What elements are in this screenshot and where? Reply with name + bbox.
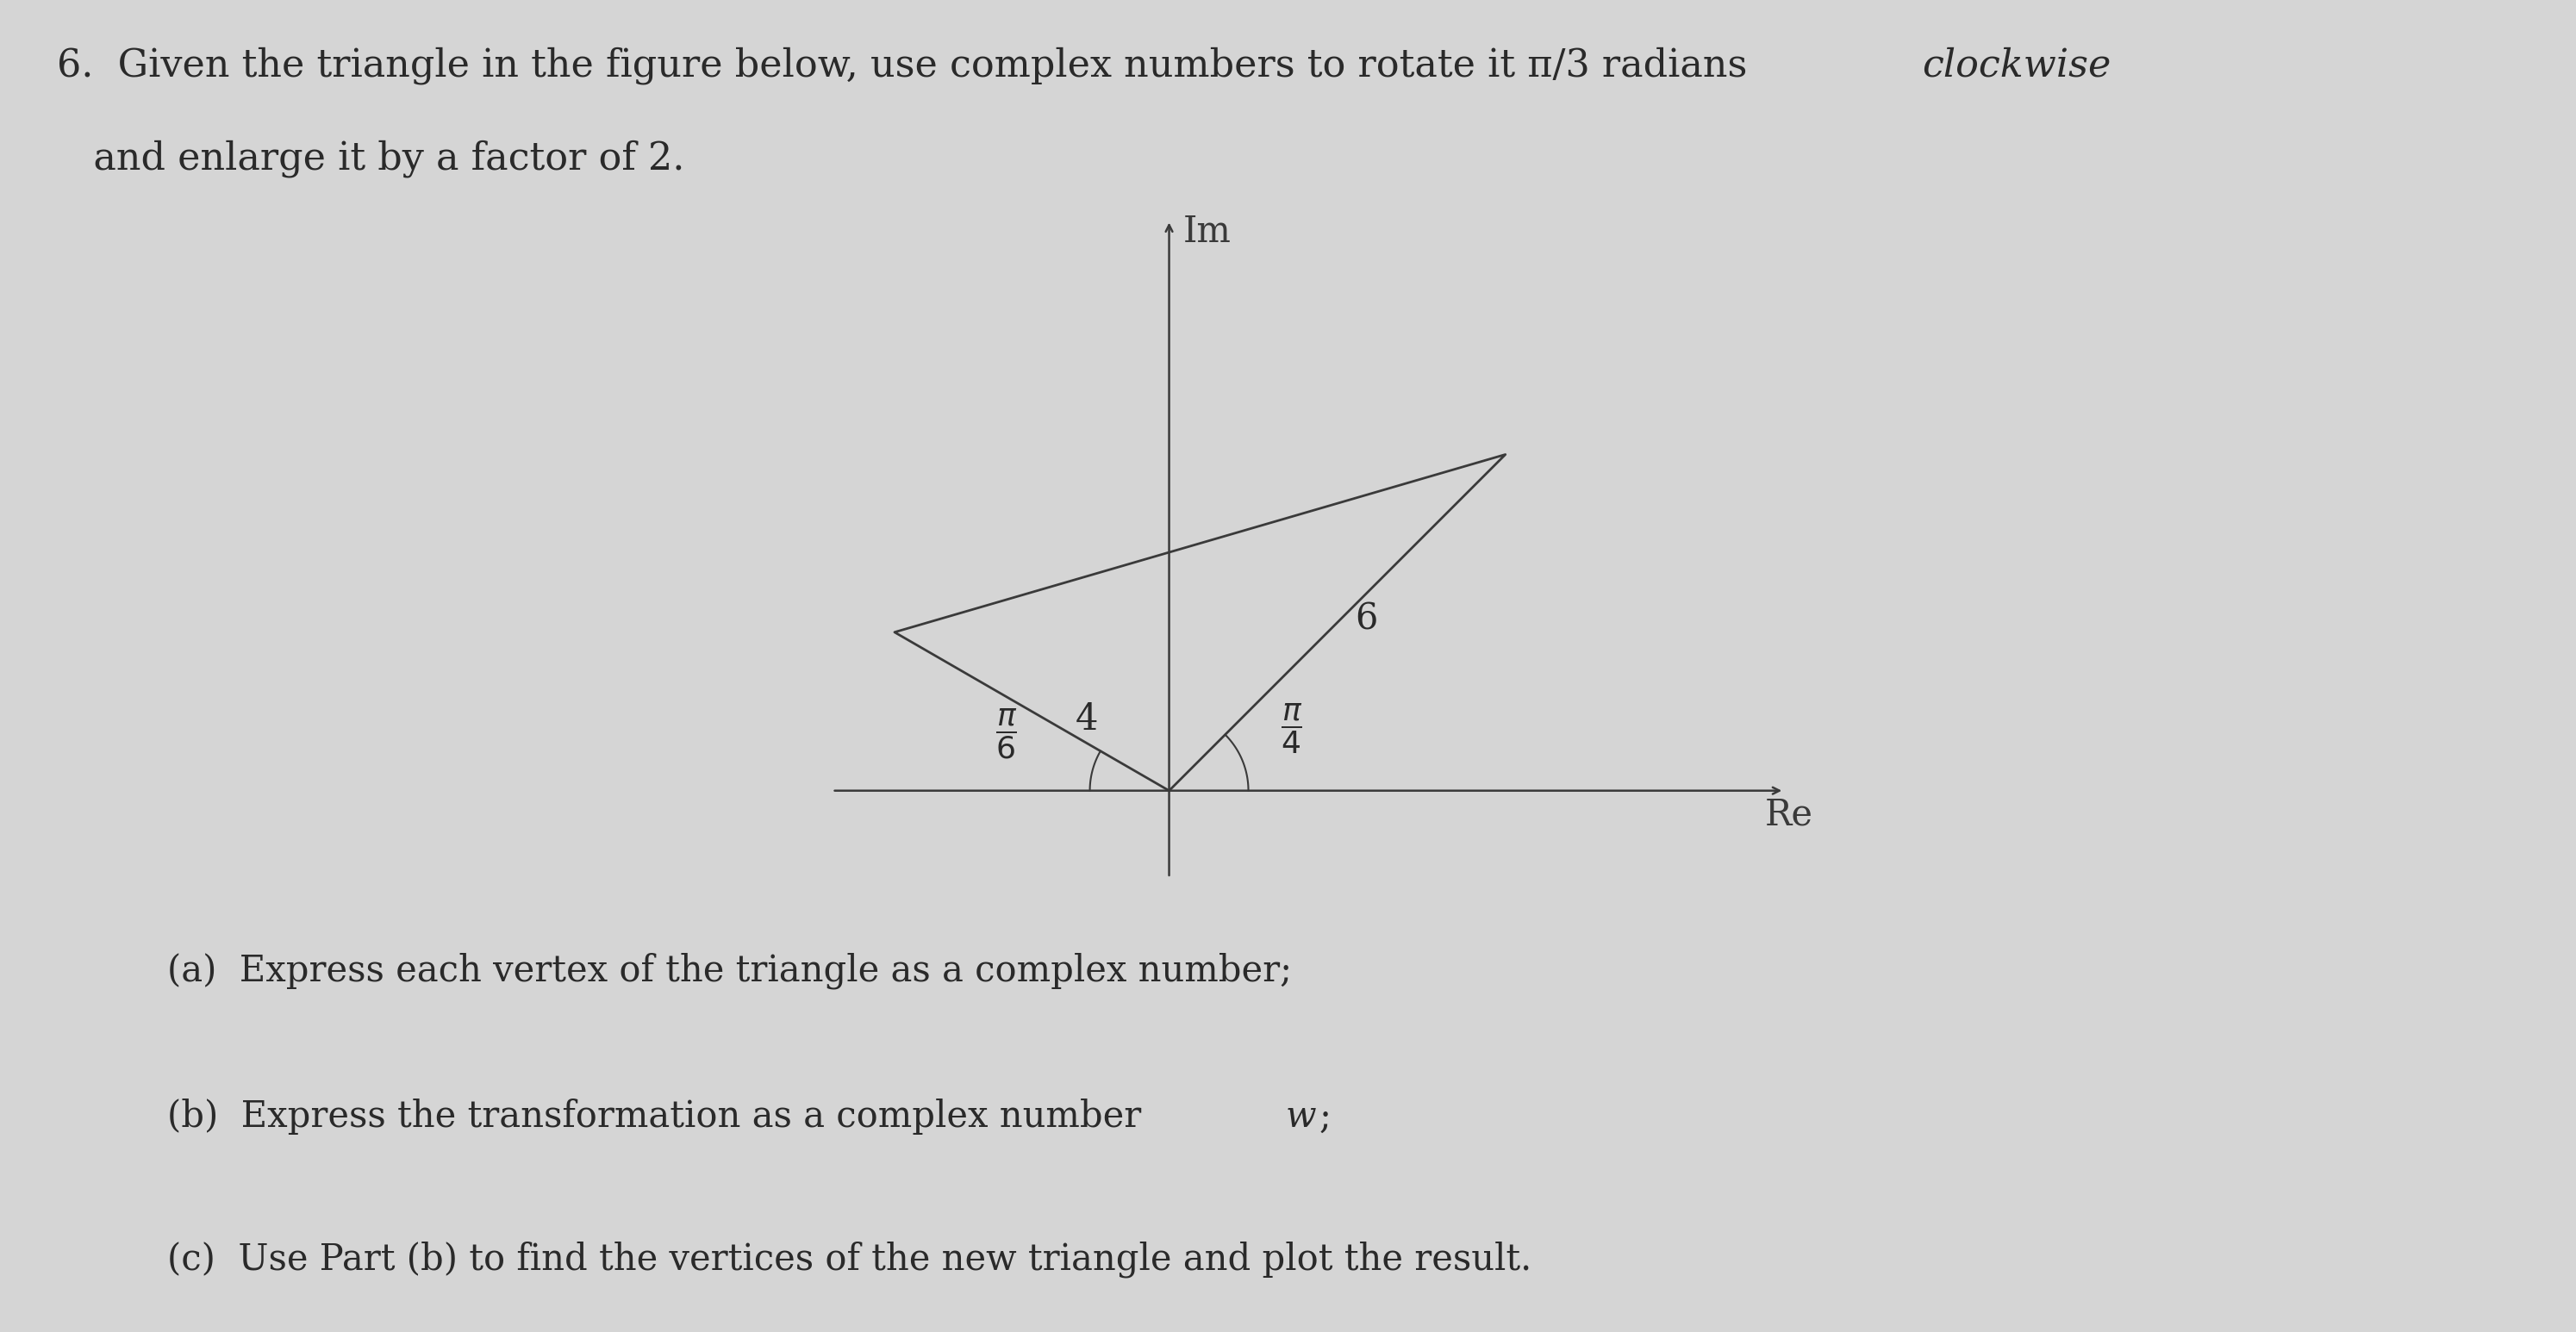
Text: (c)  Use Part (b) to find the vertices of the new triangle and plot the result.: (c) Use Part (b) to find the vertices of… (167, 1241, 1533, 1277)
Text: clockwise: clockwise (1922, 47, 2110, 84)
Text: 4: 4 (1074, 701, 1097, 738)
Text: (b)  Express the transformation as a complex number: (b) Express the transformation as a comp… (167, 1099, 1154, 1135)
Text: 6.  Given the triangle in the figure below, use complex numbers to rotate it π/3: 6. Given the triangle in the figure belo… (57, 47, 1759, 84)
Text: 6: 6 (1355, 601, 1378, 637)
Text: (a)  Express each vertex of the triangle as a complex number;: (a) Express each vertex of the triangle … (167, 952, 1293, 988)
Text: Re: Re (1765, 797, 1814, 832)
Text: and enlarge it by a factor of 2.: and enlarge it by a factor of 2. (57, 140, 685, 177)
Text: ;: ; (1319, 1099, 1332, 1135)
Text: w: w (1285, 1099, 1316, 1135)
Text: $\dfrac{\pi}{4}$: $\dfrac{\pi}{4}$ (1280, 702, 1303, 755)
Text: $\dfrac{\pi}{6}$: $\dfrac{\pi}{6}$ (997, 707, 1018, 761)
Text: Im: Im (1182, 214, 1231, 250)
